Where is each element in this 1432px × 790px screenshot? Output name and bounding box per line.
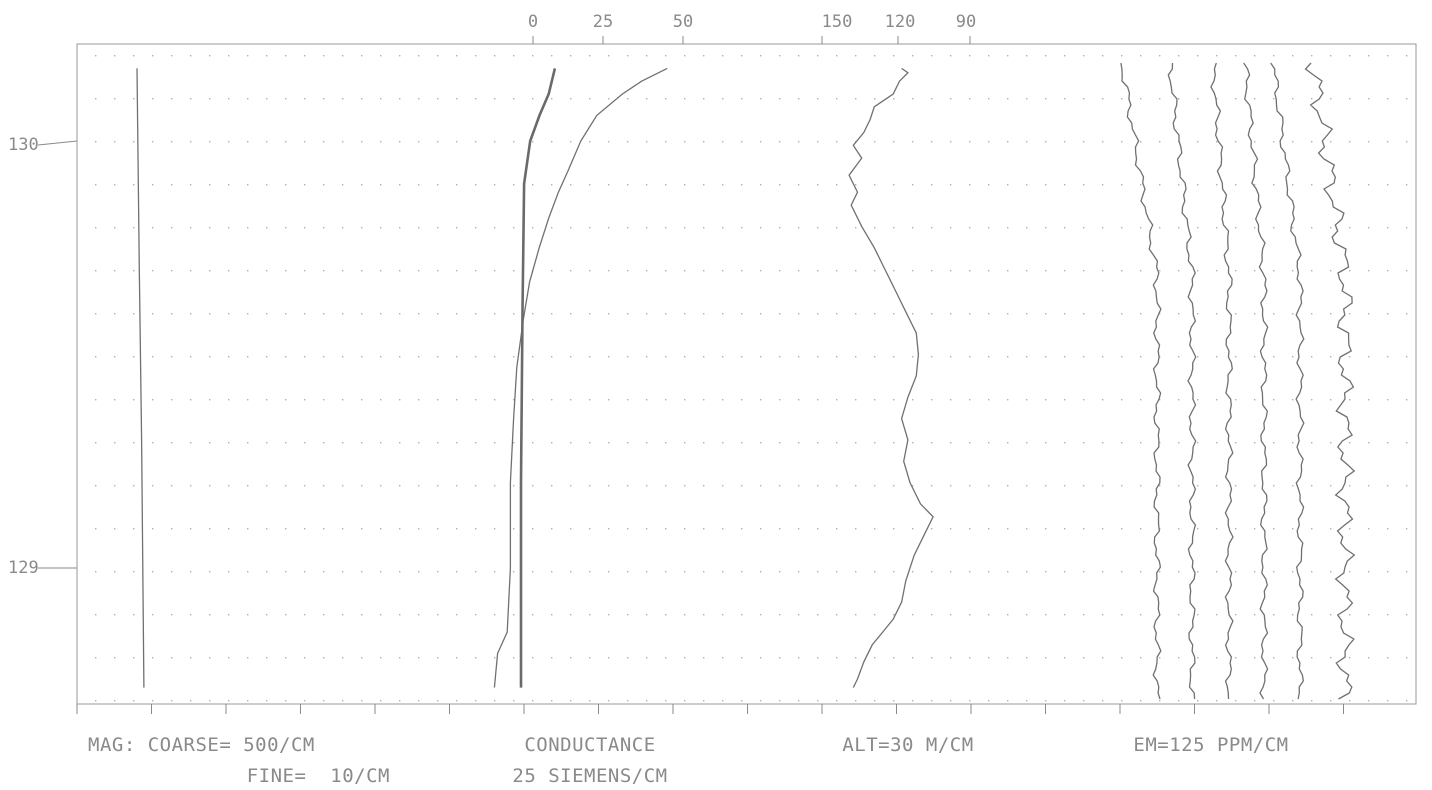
cond-tick-0: 0: [528, 12, 538, 32]
axis-ticks: [76, 36, 1344, 714]
alt-tick-120: 120: [885, 12, 916, 32]
em-scale: EM=125 PPM/CM: [1133, 734, 1288, 756]
plot-frame: [76, 43, 1417, 705]
y-tick-130-line: [37, 140, 78, 146]
mag-fine-trace: [493, 67, 668, 688]
em-channel-trace: [1270, 62, 1305, 700]
em-channel-trace: [1304, 62, 1356, 700]
em-channel-trace: [1167, 62, 1197, 700]
mag-coarse-trace: [136, 68, 145, 688]
mag-scale-line2: FINE= 10/CM: [247, 765, 390, 787]
em-channel-trace: [1210, 62, 1234, 700]
cond-tick-25: 25: [593, 12, 613, 32]
em-channel-trace: [1120, 62, 1162, 700]
em-traces: [1120, 62, 1356, 700]
em-channel-trace: [1243, 62, 1269, 700]
grid-dots: [95, 55, 1408, 702]
alt-tick-150: 150: [822, 12, 853, 32]
altitude-trace: [848, 67, 934, 688]
alt-tick-90: 90: [956, 12, 976, 32]
conductance-scale-line1: CONDUCTANCE: [524, 734, 655, 756]
mag-scale-line1: MAG: COARSE= 500/CM: [88, 734, 315, 756]
y-tick-129: 129: [8, 558, 39, 578]
conductance-scale-line2: 25 SIEMENS/CM: [512, 765, 667, 787]
altitude-scale: ALT=30 M/CM: [842, 734, 973, 756]
y-tick-130: 130: [8, 135, 39, 155]
conductance-trace: [519, 68, 557, 688]
cond-tick-50: 50: [673, 12, 693, 32]
